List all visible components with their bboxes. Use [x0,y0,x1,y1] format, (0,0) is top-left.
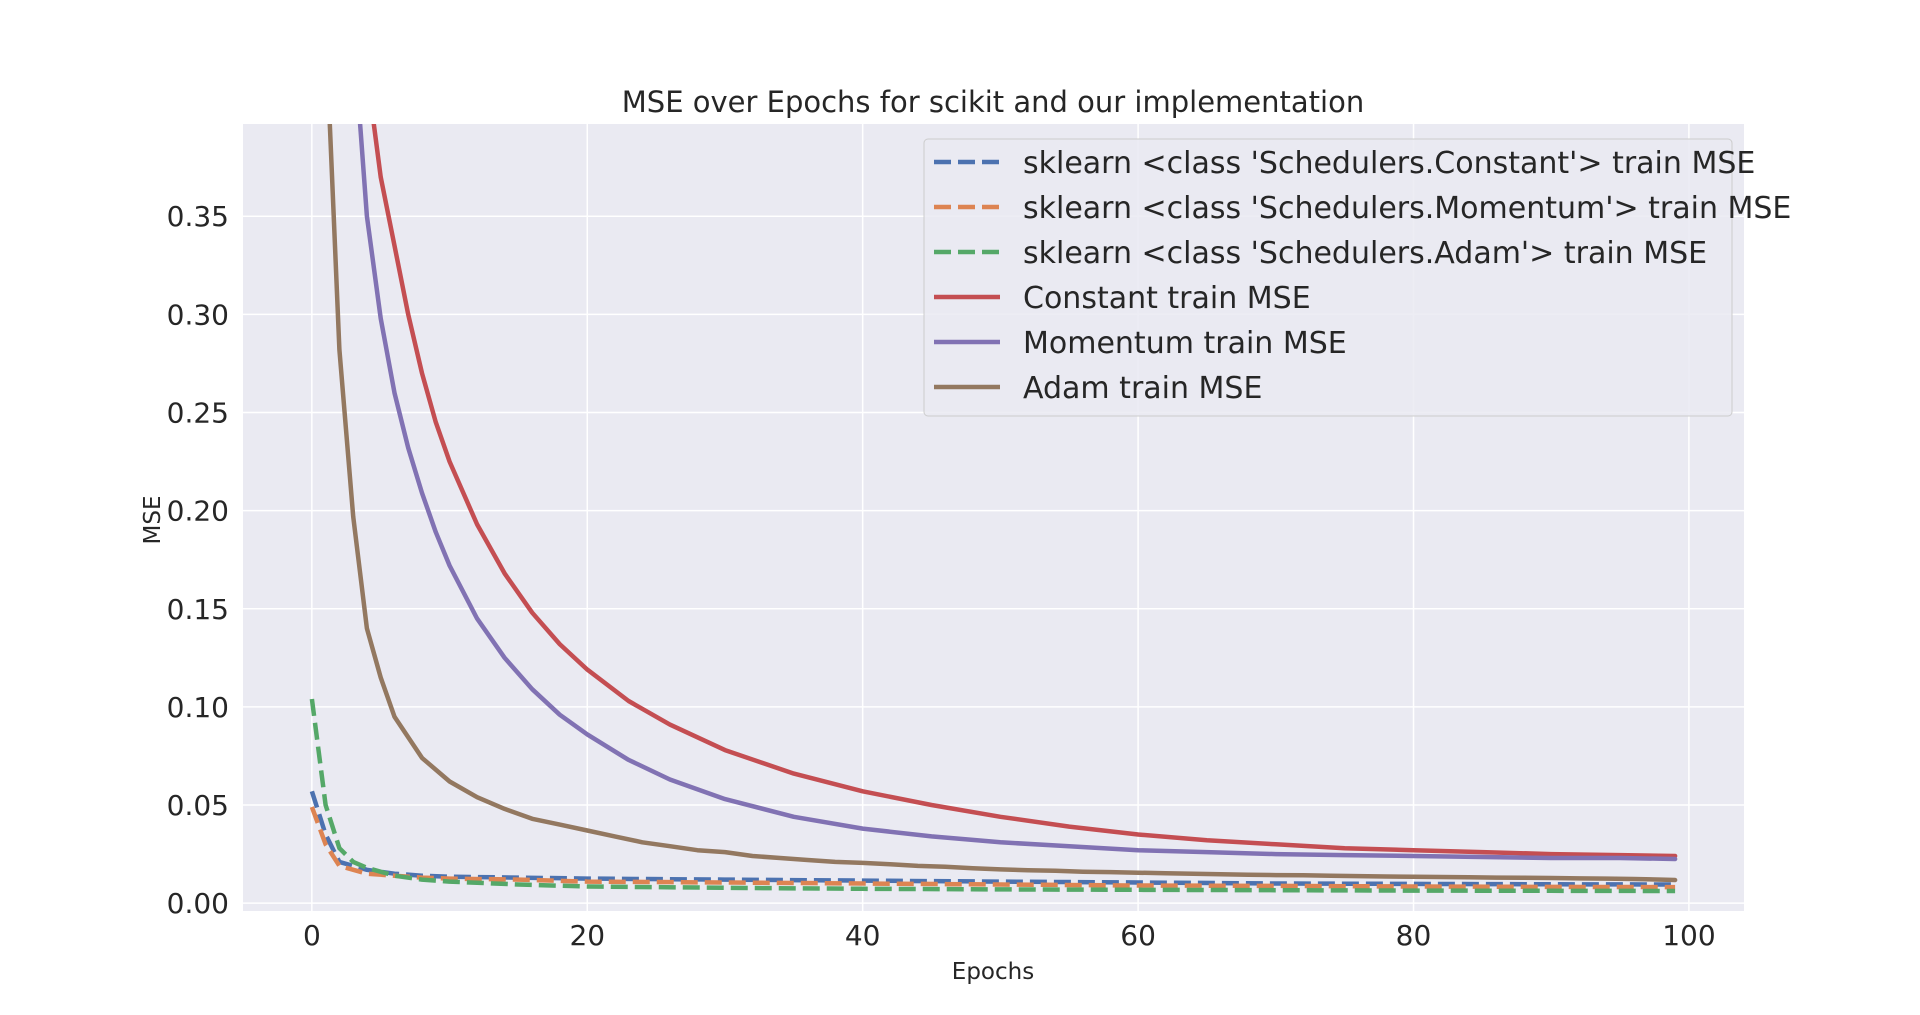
series-line-2 [309,806,1676,890]
y-axis-label: MSE [140,496,166,545]
y-tick-label: 0.15 [167,593,229,626]
series-line-5 [357,124,1678,862]
legend-label: sklearn <class 'Schedulers.Constant'> tr… [1023,146,1755,181]
x-tick-label: 40 [845,919,881,952]
x-axis-label: Epochs [952,959,1034,985]
y-tick-label: 0.25 [167,397,229,430]
x-tick-label: 80 [1396,919,1432,952]
legend-label: Momentum train MSE [1023,326,1347,361]
series-line-6 [327,124,1678,883]
chart-title: MSE over Epochs for scikit and our imple… [622,85,1364,119]
x-tick-label: 100 [1662,919,1715,952]
series-line-3 [309,698,1676,894]
legend-label: Adam train MSE [1023,371,1262,406]
x-tick-label: 60 [1120,919,1156,952]
y-tick-label: 0.35 [167,200,229,233]
x-tick-label: 0 [303,919,321,952]
y-tick-label: 0.20 [167,495,229,528]
y-tick-label: 0.10 [167,691,229,724]
legend-label: Constant train MSE [1023,281,1311,316]
legend-label: sklearn <class 'Schedulers.Adam'> train … [1023,236,1707,271]
legend: sklearn <class 'Schedulers.Constant'> tr… [923,138,1791,417]
y-axis-ticks: 0.00 0.05 0.10 0.15 0.20 0.25 0.30 0.35 [167,200,229,920]
y-tick-label: 0.30 [167,298,229,331]
legend-label: sklearn <class 'Schedulers.Momentum'> tr… [1023,191,1791,226]
x-axis-ticks: 0 20 40 60 80 100 [303,919,1716,952]
series-line-1 [309,790,1676,887]
x-tick-label: 20 [569,919,605,952]
series-layer [309,124,1678,894]
y-tick-label: 0.00 [167,887,229,920]
legend-box [923,138,1733,417]
series-line-4 [371,124,1678,859]
y-tick-label: 0.05 [167,789,229,822]
